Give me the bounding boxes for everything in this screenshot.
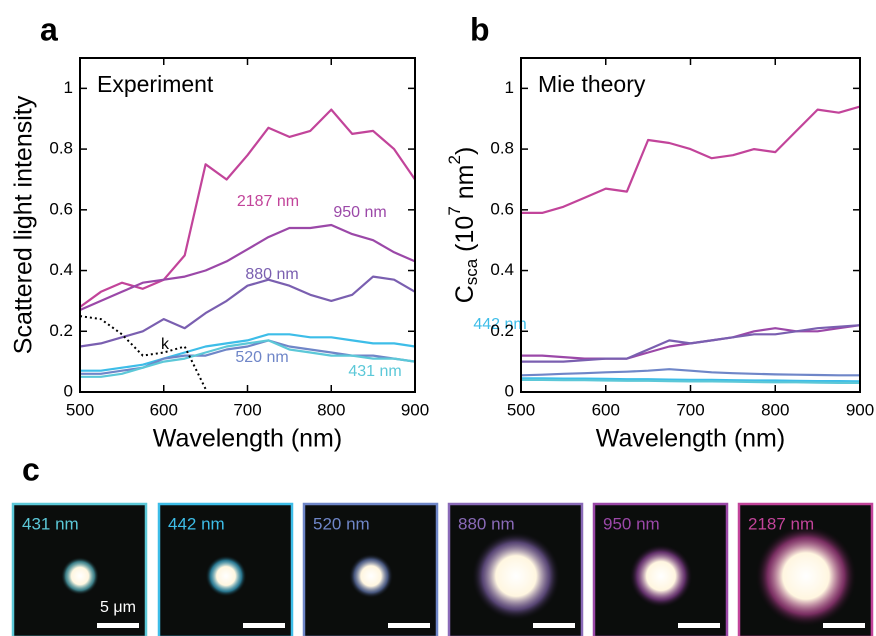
x-axis-label: Wavelength (nm) [153,425,342,453]
series-label: 442 nm [473,316,526,333]
particle [629,544,693,608]
x-tick-label: 500 [507,400,535,419]
series-line [521,105,861,214]
series-line [79,315,207,390]
panel-annotation: Experiment [97,71,214,97]
scale-bar [823,623,865,628]
series-line [521,377,861,383]
plot-frame [520,57,861,393]
y-tick-label: 0.8 [49,139,73,158]
x-axis-label: Wavelength (nm) [596,425,785,453]
micrograph-label: 880 nm [458,514,515,533]
y-axis-label: Scattered light intensity [10,95,38,354]
micrograph-frame [592,502,729,636]
y-axis-label-part: (10 [451,216,479,259]
micrograph-label: 950 nm [603,514,660,533]
panel-label: c [22,451,40,487]
series-label: 2187 nm [237,193,299,210]
micrograph-frame [11,502,148,636]
scale-bar [97,623,139,628]
x-tick-label: 800 [761,400,789,419]
micrograph-frame [737,502,874,636]
series-label: 520 nm [235,349,288,366]
micrograph-label: 2187 nm [748,514,814,533]
panel-label: b [470,11,490,47]
x-tick-label: 900 [846,400,874,419]
series-label: 950 nm [333,204,386,221]
y-axis-label-part: ) [451,147,479,155]
y-tick-label: 1 [505,78,514,97]
particle [754,524,858,628]
series-line [79,275,416,348]
series-line [80,339,416,378]
y-tick-label: 0.2 [49,321,73,340]
y-axis-label-part: 7 [445,206,464,215]
y-tick-label: 1 [64,78,73,97]
particle [471,531,561,621]
y-tick-label: 0.4 [490,260,514,279]
series-label: 880 nm [245,266,298,283]
series-label: k [161,336,170,353]
plot-frame [79,57,416,393]
micrograph-label: 520 nm [313,514,370,533]
x-tick-label: 600 [592,400,620,419]
x-tick-label: 700 [233,400,261,419]
scale-bar [678,623,720,628]
y-tick-label: 0.6 [49,199,73,218]
series-line [79,223,416,312]
series-line [80,333,416,372]
x-tick-label: 500 [66,400,94,419]
y-tick-label: 0.2 [490,321,514,340]
series-label: 431 nm [348,363,401,380]
panel-label: a [40,11,58,47]
y-axis-label-part: C [451,285,479,303]
y-axis-label-part: nm [451,165,479,207]
y-tick-label: 0.8 [490,139,514,158]
scale-bar [243,623,285,628]
series-line [521,378,860,384]
series-line [521,324,861,363]
scale-bar [388,623,430,628]
y-tick-label: 0.4 [49,260,73,279]
particle [205,555,247,597]
y-tick-label: 0 [64,381,73,400]
panel-annotation: Mie theory [538,71,646,97]
micrograph-frame [157,502,294,636]
x-tick-label: 900 [401,400,429,419]
x-tick-label: 600 [150,400,178,419]
series-line [520,368,860,377]
micrograph-label: 442 nm [168,514,225,533]
y-axis-label: Csca (107 nm2) [445,147,481,304]
y-tick-label: 0 [505,381,514,400]
micrograph-frame [447,502,584,636]
particle [348,553,394,599]
x-tick-label: 700 [676,400,704,419]
scale-bar-label: 5 μm [100,599,136,616]
y-tick-label: 0.6 [490,199,514,218]
y-axis-label-part: sca [462,258,481,285]
micrograph-label: 431 nm [22,514,79,533]
y-axis-label-part: 2 [445,155,464,164]
x-tick-label: 800 [317,400,345,419]
scale-bar [533,623,575,628]
micrograph-frame [302,502,439,636]
particle [60,556,100,596]
